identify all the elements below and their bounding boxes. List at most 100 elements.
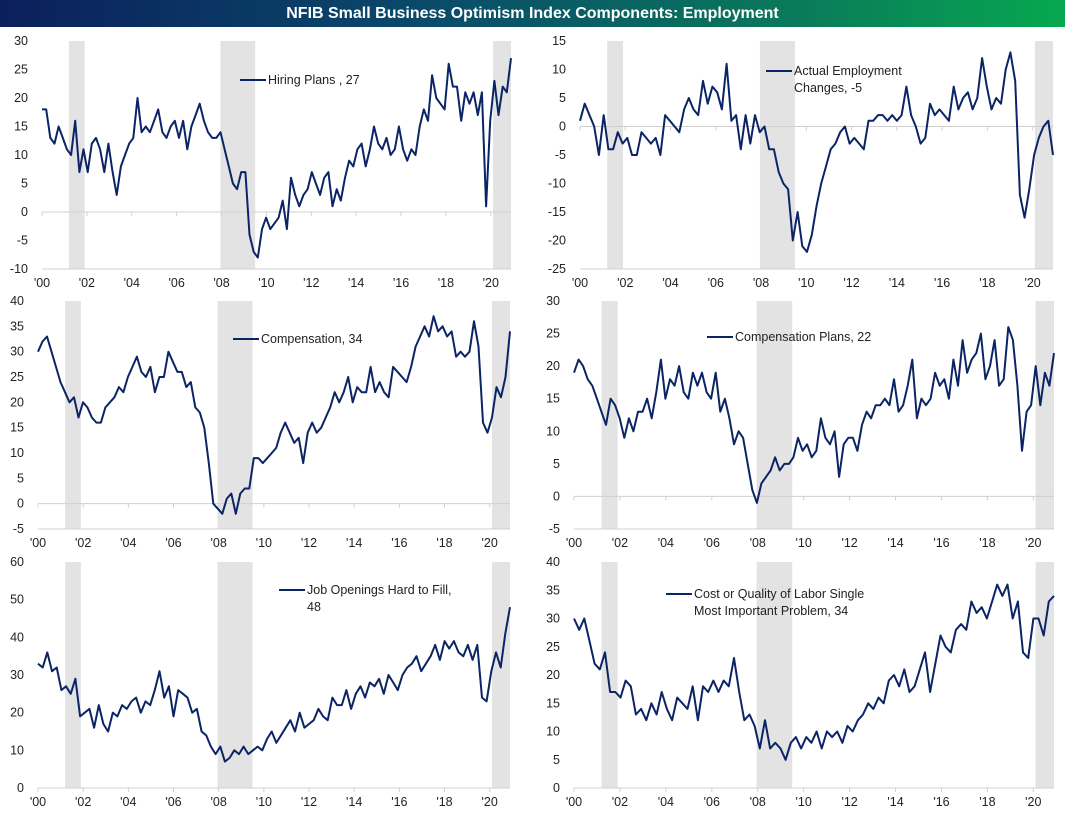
- y-tick-label: 20: [10, 395, 24, 409]
- x-tick-label: '12: [301, 795, 317, 809]
- x-tick-label: '12: [843, 276, 859, 290]
- y-tick-label: 60: [10, 555, 24, 569]
- x-tick-label: '10: [256, 536, 272, 550]
- series-line: [37, 607, 511, 763]
- y-tick-label: -5: [17, 234, 28, 248]
- x-tick-label: '20: [1025, 795, 1041, 809]
- y-tick-label: 0: [553, 489, 560, 503]
- x-tick-label: '02: [75, 536, 91, 550]
- x-tick-label: '04: [124, 276, 140, 290]
- x-tick-label: '00: [30, 795, 46, 809]
- y-tick-label: 10: [14, 148, 28, 162]
- x-tick-label: '04: [662, 276, 678, 290]
- y-tick-label: 0: [17, 781, 24, 795]
- legend-label: Compensation, 34: [261, 332, 363, 346]
- y-tick-label: 40: [10, 294, 24, 308]
- y-tick-label: 20: [10, 706, 24, 720]
- x-tick-label: '14: [348, 276, 364, 290]
- x-tick-label: '02: [79, 276, 95, 290]
- legend-label: Hiring Plans , 27: [268, 73, 360, 87]
- y-tick-label: 25: [14, 63, 28, 77]
- y-tick-label: 10: [10, 743, 24, 757]
- legend-label: Changes, -5: [794, 81, 862, 95]
- x-tick-label: '10: [796, 536, 812, 550]
- recession-band: [601, 562, 618, 788]
- x-tick-label: '00: [30, 536, 46, 550]
- x-tick-label: '10: [798, 276, 814, 290]
- recession-band: [601, 301, 618, 529]
- x-tick-label: '12: [301, 536, 317, 550]
- x-tick-label: '18: [979, 536, 995, 550]
- y-tick-label: 20: [546, 668, 560, 682]
- x-tick-label: '04: [658, 795, 674, 809]
- x-tick-label: '04: [658, 536, 674, 550]
- y-tick-label: 10: [552, 63, 566, 77]
- y-tick-label: -10: [548, 177, 566, 191]
- recession-band: [1035, 301, 1054, 529]
- x-tick-label: '12: [841, 536, 857, 550]
- y-tick-label: 0: [559, 120, 566, 134]
- x-tick-label: '08: [753, 276, 769, 290]
- x-tick-label: '16: [933, 795, 949, 809]
- recession-band: [756, 562, 793, 788]
- x-tick-label: '02: [617, 276, 633, 290]
- y-tick-label: 40: [10, 630, 24, 644]
- y-tick-label: -25: [548, 262, 566, 276]
- y-tick-label: 15: [10, 421, 24, 435]
- x-tick-label: '10: [796, 795, 812, 809]
- y-tick-label: -5: [549, 522, 560, 536]
- recession-band: [491, 301, 510, 529]
- x-tick-label: '16: [933, 536, 949, 550]
- y-tick-label: 25: [546, 640, 560, 654]
- recession-band: [65, 301, 81, 529]
- y-tick-label: 20: [14, 91, 28, 105]
- x-tick-label: '00: [572, 276, 588, 290]
- x-tick-label: '16: [393, 276, 409, 290]
- y-tick-label: 40: [546, 555, 560, 569]
- x-tick-label: '20: [1025, 536, 1041, 550]
- x-tick-label: '18: [979, 276, 995, 290]
- x-tick-label: '00: [34, 276, 50, 290]
- y-tick-label: 35: [10, 319, 24, 333]
- y-tick-label: 15: [546, 696, 560, 710]
- y-tick-label: 30: [10, 345, 24, 359]
- y-tick-label: -20: [548, 234, 566, 248]
- x-tick-label: '08: [750, 795, 766, 809]
- x-tick-label: '14: [346, 795, 362, 809]
- y-tick-label: 0: [21, 205, 28, 219]
- y-tick-label: 5: [553, 753, 560, 767]
- x-tick-label: '16: [391, 795, 407, 809]
- y-tick-label: 0: [17, 497, 24, 511]
- x-tick-label: '02: [612, 795, 628, 809]
- x-tick-label: '12: [303, 276, 319, 290]
- x-tick-label: '08: [213, 276, 229, 290]
- recession-band: [491, 562, 510, 788]
- x-tick-label: '06: [704, 795, 720, 809]
- y-tick-label: 5: [553, 457, 560, 471]
- y-tick-label: -10: [10, 262, 28, 276]
- y-tick-label: 10: [546, 424, 560, 438]
- recession-band: [607, 41, 623, 269]
- x-tick-label: '14: [887, 536, 903, 550]
- legend-label: 48: [307, 600, 321, 614]
- x-tick-label: '06: [168, 276, 184, 290]
- x-tick-label: '10: [256, 795, 272, 809]
- y-tick-label: 30: [546, 612, 560, 626]
- x-tick-label: '20: [483, 276, 499, 290]
- y-tick-label: -5: [13, 522, 24, 536]
- recession-band: [1035, 562, 1054, 788]
- y-tick-label: 5: [559, 91, 566, 105]
- y-tick-label: -15: [548, 205, 566, 219]
- legend-label: Job Openings Hard to Fill,: [307, 583, 452, 597]
- y-tick-label: 30: [14, 34, 28, 48]
- x-tick-label: '16: [934, 276, 950, 290]
- chart-title: NFIB Small Business Optimism Index Compo…: [0, 0, 1065, 27]
- series-line: [573, 326, 1055, 504]
- x-tick-label: '04: [120, 795, 136, 809]
- x-tick-label: '20: [482, 795, 498, 809]
- x-tick-label: '16: [391, 536, 407, 550]
